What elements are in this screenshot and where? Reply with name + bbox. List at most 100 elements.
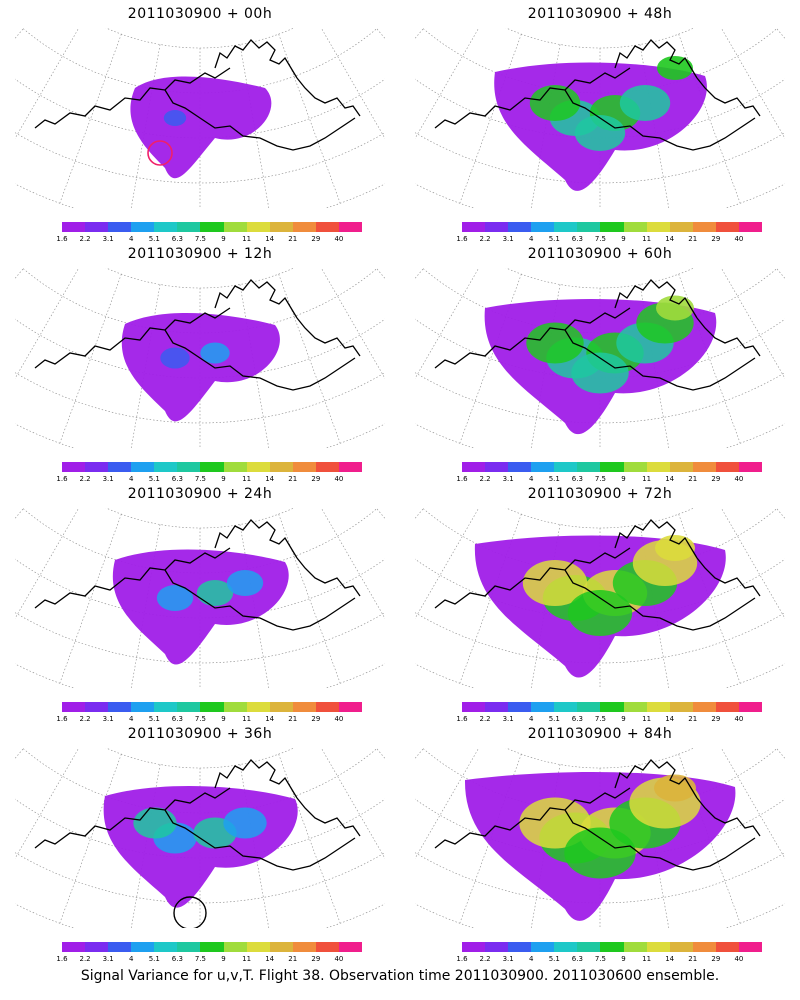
colorbar-tick-label: 2.2 (79, 475, 91, 483)
coastline (34, 67, 231, 129)
variance-contour (156, 585, 194, 611)
colorbar-tick-label: 40 (734, 715, 744, 723)
graticule-meridian (376, 268, 385, 322)
colorbar-tick-label: 29 (311, 235, 321, 243)
colorbar-swatch (531, 942, 555, 952)
graticule-meridian (59, 514, 122, 684)
colorbar-tick-label: 2.2 (479, 715, 491, 723)
colorbar-swatch (508, 702, 532, 712)
variance-contour (163, 110, 187, 126)
colorbar-swatch (269, 942, 293, 952)
coastline (296, 557, 361, 597)
coastline (34, 787, 231, 849)
graticule-meridian (415, 748, 424, 802)
colorbar-labels: 1.6 2.2 3.1 4 5.1 6.3 7.5 9 11 14 21 29 40 (456, 955, 766, 965)
map-panel: 2011030900 + 48h 1.6 2.2 3.1 4 5.1 6.3 7.5 9 11 14… (400, 0, 800, 245)
colorbar-swatch (738, 942, 763, 952)
colorbar-swatch (646, 462, 670, 472)
graticule-meridian (415, 28, 425, 39)
colorbar-tick-label: 4 (128, 955, 134, 963)
graticule-meridian (415, 748, 425, 759)
colorbar-tick-label: 4 (128, 235, 134, 243)
colorbar-swatch (315, 222, 339, 232)
colorbar-tick-label: 5.1 (148, 475, 160, 483)
figure-caption: Signal Variance for u,v,T. Flight 38. Ob… (80, 968, 720, 984)
colorbar-swatch (531, 222, 555, 232)
graticule-arc (105, 268, 295, 289)
colorbar-tick-label: 1.6 (56, 475, 68, 483)
colorbar-tick-label: 11 (642, 955, 652, 963)
colorbar-swatch (554, 462, 578, 472)
coastline (696, 77, 761, 117)
colorbar-tick-label: 6.3 (571, 715, 583, 723)
variance-field (130, 76, 272, 179)
coastline (564, 89, 756, 151)
variance-contour (522, 560, 588, 606)
polar-map (415, 508, 785, 688)
colorbar-swatch (85, 942, 109, 952)
colorbar-swatch (292, 222, 316, 232)
colorbar-tick-label: 7.5 (194, 475, 207, 483)
colorbar-swatch (692, 462, 716, 472)
coastline (164, 569, 356, 631)
variance-contour (571, 352, 629, 394)
coastline (696, 317, 761, 357)
colorbar (62, 942, 363, 952)
coastline (614, 759, 698, 799)
colorbar-tick-label: 5.1 (548, 955, 560, 963)
colorbar-tick-label: 7.5 (194, 955, 207, 963)
colorbar-swatch (623, 462, 647, 472)
colorbar-swatch (623, 702, 647, 712)
colorbar-swatch (462, 462, 486, 472)
polar-map (15, 268, 385, 448)
colorbar-tick-label: 9 (221, 235, 226, 243)
colorbar-tick-label: 7.5 (194, 715, 207, 723)
colorbar-swatch (269, 702, 293, 712)
variance-contour (567, 590, 633, 636)
colorbar-swatch (738, 702, 763, 712)
colorbar-tick-label: 11 (242, 235, 252, 243)
variance-contour (133, 807, 177, 839)
colorbar-swatch (246, 942, 270, 952)
colorbar-tick-label: 3.1 (502, 475, 514, 483)
colorbar-swatch (223, 222, 247, 232)
variance-contour (200, 342, 230, 364)
colorbar-tick-label: 9 (221, 475, 226, 483)
colorbar-swatch (292, 702, 316, 712)
graticule-meridian (775, 28, 785, 39)
graticule-meridian (278, 754, 341, 924)
graticule-arc (105, 748, 295, 769)
variance-contour (223, 807, 267, 839)
colorbar-swatch (462, 222, 486, 232)
colorbar-tick-label: 1.6 (456, 955, 468, 963)
colorbar-tick-label: 14 (265, 955, 275, 963)
graticule-meridian (15, 268, 25, 279)
graticule-meridian (415, 508, 425, 519)
graticule-meridian (278, 514, 341, 684)
colorbar-tick-label: 9 (621, 955, 626, 963)
variance-contour (519, 797, 591, 849)
colorbar-tick-label: 6.3 (571, 235, 583, 243)
graticule-meridian (15, 28, 25, 39)
colorbar-tick-label: 9 (221, 715, 226, 723)
coastline (434, 307, 631, 369)
variance-field (103, 785, 298, 908)
coastline (164, 329, 356, 391)
colorbar-swatch (715, 462, 739, 472)
colorbar-swatch (646, 702, 670, 712)
polar-map (415, 268, 785, 448)
colorbar-tick-label: 2.2 (79, 235, 91, 243)
colorbar-tick-label: 11 (242, 955, 252, 963)
colorbar-tick-label: 5.1 (548, 475, 560, 483)
colorbar-tick-label: 11 (642, 235, 652, 243)
colorbar-swatch (108, 222, 132, 232)
graticule-arc (422, 748, 778, 814)
colorbar-swatch (485, 702, 509, 712)
colorbar-swatch (131, 462, 155, 472)
colorbar-tick-label: 29 (311, 475, 321, 483)
panel-title: 2011030900 + 84h (527, 726, 673, 742)
variance-contour (196, 580, 234, 606)
panel-title: 2011030900 + 36h (127, 726, 273, 742)
graticule-meridian (15, 748, 24, 802)
graticule-arc (22, 508, 378, 574)
